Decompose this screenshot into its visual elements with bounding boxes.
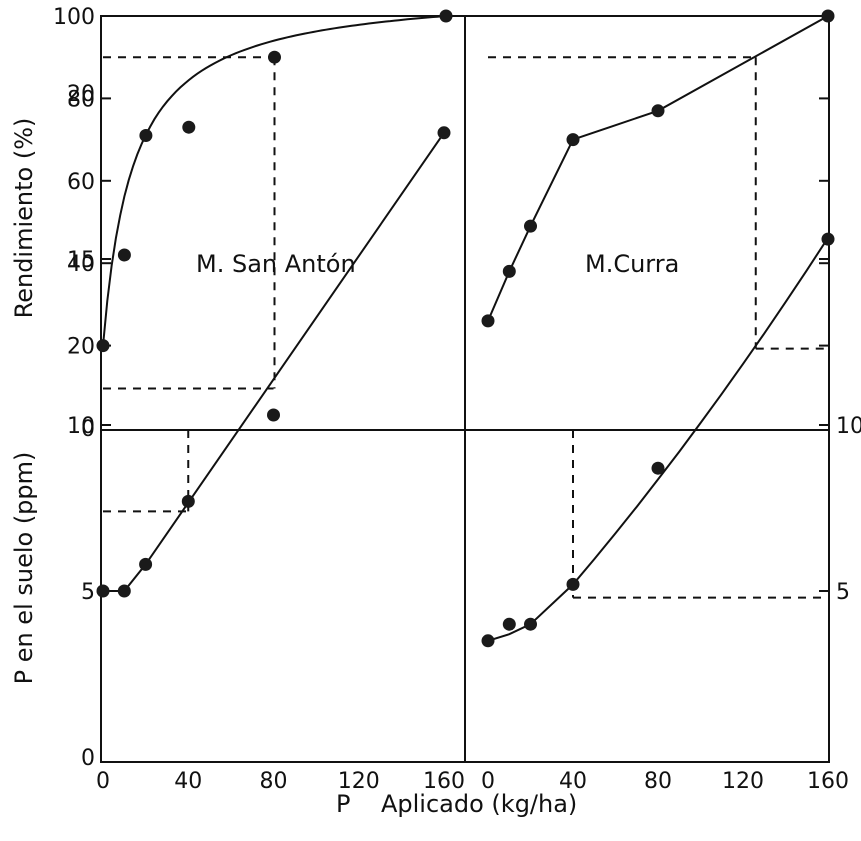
- data-point: [566, 577, 580, 591]
- data-point: [502, 264, 516, 278]
- data-point: [96, 339, 110, 353]
- y-tick-label: 80: [67, 87, 95, 112]
- y-tick-label-right: 5: [836, 580, 850, 605]
- data-point: [481, 314, 495, 328]
- data-points: [96, 9, 835, 648]
- y-tick-label: 15: [67, 248, 95, 273]
- data-point: [502, 617, 516, 631]
- tick-marks: [101, 97, 829, 592]
- y-tick-label: 20: [67, 335, 95, 360]
- series-line-1: [102, 15, 447, 346]
- data-point: [117, 584, 131, 598]
- data-point: [437, 126, 451, 140]
- x-tick-label: 0: [96, 769, 110, 794]
- x-tick-label: 80: [260, 769, 288, 794]
- y-axis-label-top: Rendimiento (%): [10, 118, 38, 319]
- y-tick-label: 40: [67, 252, 95, 277]
- y-tick-label: 100: [53, 5, 95, 30]
- data-point: [439, 9, 453, 23]
- y-tick-label: 0: [81, 417, 95, 442]
- y-tick-label: 10: [67, 414, 95, 439]
- data-point: [524, 617, 537, 631]
- x-tick-label: 40: [559, 769, 587, 794]
- y-tick-label: 5: [81, 580, 95, 605]
- x-tick-label: 160: [807, 769, 849, 794]
- x-tick-label: 40: [174, 769, 202, 794]
- data-point: [821, 232, 835, 246]
- data-point: [117, 248, 131, 262]
- panel-title-san-anton: M. San Antón: [196, 250, 356, 278]
- x-tick-label: 0: [481, 769, 495, 794]
- y-tick-label-right: 10: [836, 414, 861, 439]
- series-line-4: [487, 237, 829, 642]
- panel-title-curra: M.Curra: [585, 250, 679, 278]
- y-axis-label-bottom: P en el suelo (ppm): [10, 452, 38, 685]
- series-lines: [102, 15, 829, 642]
- data-point: [182, 120, 196, 134]
- data-point: [566, 133, 580, 147]
- x-tick-label: 120: [722, 769, 764, 794]
- data-point: [268, 50, 281, 64]
- y-tick-label: 0: [81, 746, 95, 771]
- series-line-2: [487, 15, 829, 322]
- data-point: [524, 219, 537, 233]
- x-tick-label: 80: [644, 769, 672, 794]
- x-axis-label: P Aplicado (kg/ha): [336, 790, 577, 818]
- x-tick-label: 120: [338, 769, 380, 794]
- dashed-reference-lines: [103, 56, 828, 599]
- data-point: [651, 461, 665, 475]
- data-point: [96, 584, 110, 598]
- y-tick-label: 60: [67, 170, 95, 195]
- y-tick-label: 20: [67, 82, 95, 107]
- data-point: [651, 104, 665, 118]
- series-line-3: [103, 132, 445, 592]
- x-tick-label: 160: [423, 769, 465, 794]
- data-point: [139, 557, 153, 571]
- data-point: [821, 9, 835, 23]
- data-point: [181, 494, 195, 508]
- data-point: [139, 129, 153, 142]
- data-point: [481, 634, 495, 648]
- data-point: [267, 408, 280, 422]
